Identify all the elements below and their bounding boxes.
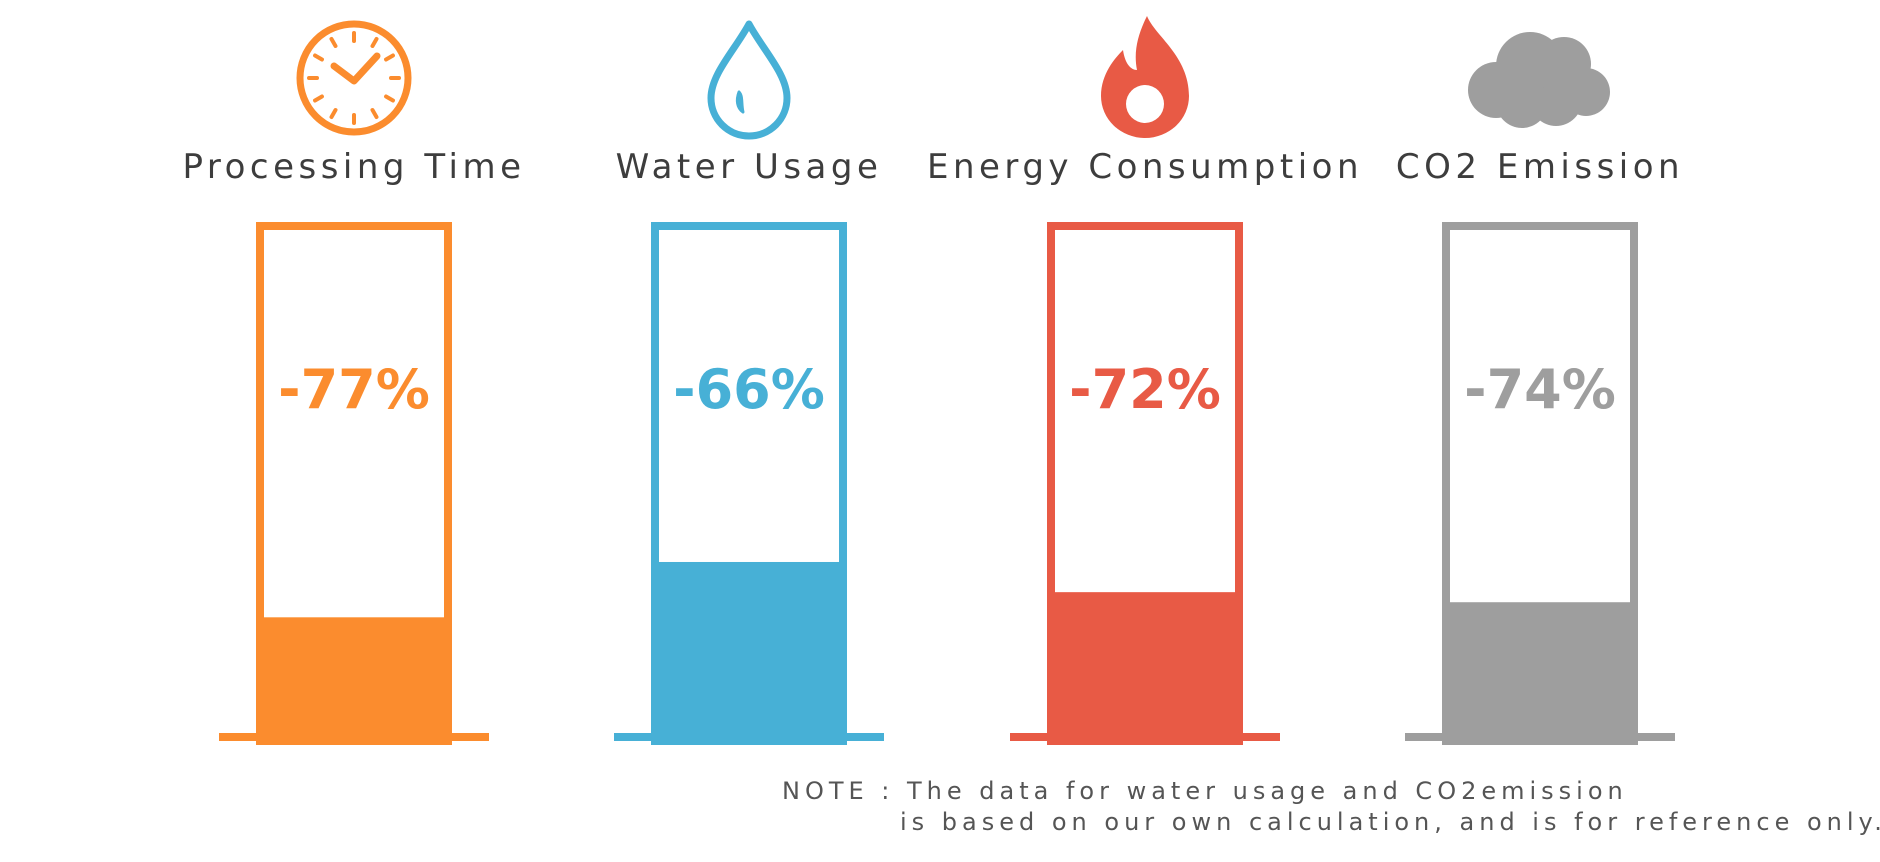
value-label: -72%	[1069, 358, 1221, 421]
water-drop-icon	[707, 20, 791, 140]
bar-base	[1405, 733, 1675, 741]
bar-base	[1010, 733, 1280, 741]
icons-layer	[296, 16, 1610, 140]
note-line-1: NOTE : The data for water usage and CO2e…	[782, 777, 1628, 805]
bar-fill	[1047, 592, 1243, 734]
note-line-2: is based on our own calculation, and is …	[900, 808, 1880, 836]
bar-fill	[651, 561, 847, 734]
bars-layer	[219, 222, 1675, 745]
clock-icon	[296, 20, 412, 136]
bar-base	[219, 733, 489, 741]
bar-fill	[256, 617, 452, 734]
flame-icon	[1101, 16, 1189, 138]
bar-fill	[1442, 602, 1638, 734]
labels-layer: Processing Time -77% Water Usage -66% Energy…	[182, 147, 1684, 421]
value-label: -66%	[673, 358, 825, 421]
category-label: Processing Time	[182, 147, 525, 187]
category-label: Water Usage	[616, 147, 883, 187]
bar-base	[614, 733, 884, 741]
value-label: -77%	[278, 358, 430, 421]
category-label: CO2 Emission	[1396, 147, 1684, 187]
category-label: Energy Consumption	[927, 147, 1363, 187]
cloud-icon	[1468, 32, 1610, 128]
value-label: -74%	[1464, 358, 1616, 421]
